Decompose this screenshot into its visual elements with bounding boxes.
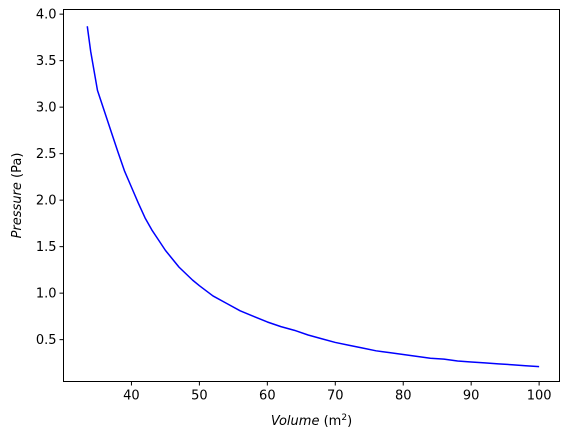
x-tick-label: 40 [123, 389, 140, 404]
y-tick-label: 4.0 [36, 8, 57, 23]
plot-frame [63, 9, 560, 382]
y-tick-label: 2.0 [36, 194, 57, 209]
x-tick-label: 100 [527, 389, 552, 404]
x-tick-label: 60 [259, 389, 276, 404]
y-axis-ticks: 0.5 1.0 1.5 2.0 2.5 3.0 3.5 4.0 [36, 8, 64, 348]
y-tick-label: 3.0 [36, 101, 57, 116]
y-tick-label: 3.5 [36, 54, 57, 69]
y-axis-label: Pressure (Pa) [10, 153, 25, 239]
x-axis-label: Volume (m2) [271, 413, 352, 429]
x-axis-ticks: 40 50 60 70 80 90 100 [123, 381, 552, 404]
x-tick-label: 80 [395, 389, 412, 404]
plot-area [63, 9, 560, 382]
y-tick-label: 0.5 [36, 333, 57, 348]
y-tick-label: 1.0 [36, 287, 57, 302]
pressure-volume-curve [86, 26, 540, 368]
x-tick-label: 90 [463, 389, 480, 404]
x-tick-label: 70 [327, 389, 344, 404]
x-tick-label: 50 [191, 389, 208, 404]
y-tick-label: 2.5 [36, 147, 57, 162]
y-tick-label: 1.5 [36, 240, 57, 255]
